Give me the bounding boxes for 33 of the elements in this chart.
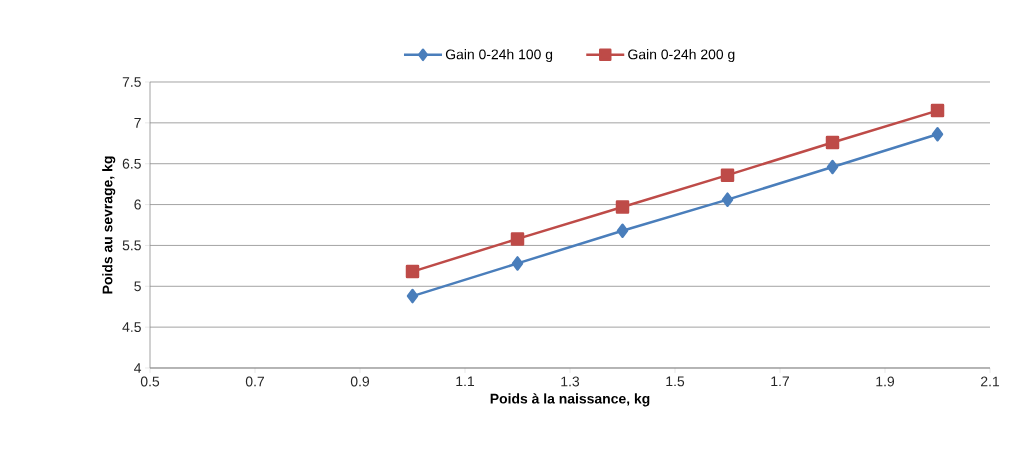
point	[510, 232, 525, 246]
x-tick-label: 2.1	[981, 376, 1000, 387]
y-tick-label: 4.5	[122, 322, 141, 333]
point	[720, 168, 735, 182]
x-tick-label: 1.9	[876, 376, 895, 387]
y-tick-label: 5.5	[122, 240, 141, 251]
y-tick-label: 7.5	[122, 77, 141, 87]
legend-label: Gain 0-24h 100 g	[445, 49, 553, 63]
point	[826, 159, 839, 175]
y-axis-title: Poids au sevrage, kg	[102, 156, 116, 294]
point	[931, 127, 944, 142]
x-tick-label: 1.1	[456, 376, 475, 387]
x-tick-label: 1.7	[771, 376, 790, 387]
x-tick-label: 0.5	[140, 376, 160, 387]
point	[406, 288, 419, 304]
legend-label: Gain 0-24h 200 g	[628, 49, 735, 63]
point	[825, 135, 840, 150]
point	[405, 264, 420, 279]
point	[930, 103, 945, 118]
y-tick-label: 6	[134, 199, 141, 210]
point	[511, 256, 524, 271]
y-tick-label: 7	[134, 118, 141, 128]
x-tick-label: 1.5	[666, 376, 685, 387]
x-axis-title: Poids à la naissance, kg	[490, 393, 650, 407]
x-tick-label: 0.7	[245, 376, 264, 387]
x-tick-label: 0.9	[350, 376, 370, 387]
point	[615, 200, 630, 214]
point	[616, 223, 629, 238]
point	[721, 192, 734, 207]
x-tick-label: 1.3	[561, 376, 580, 387]
y-tick-label: 5	[134, 281, 141, 292]
y-tick-label: 4	[134, 363, 142, 373]
y-tick-label: 6.5	[122, 158, 141, 169]
